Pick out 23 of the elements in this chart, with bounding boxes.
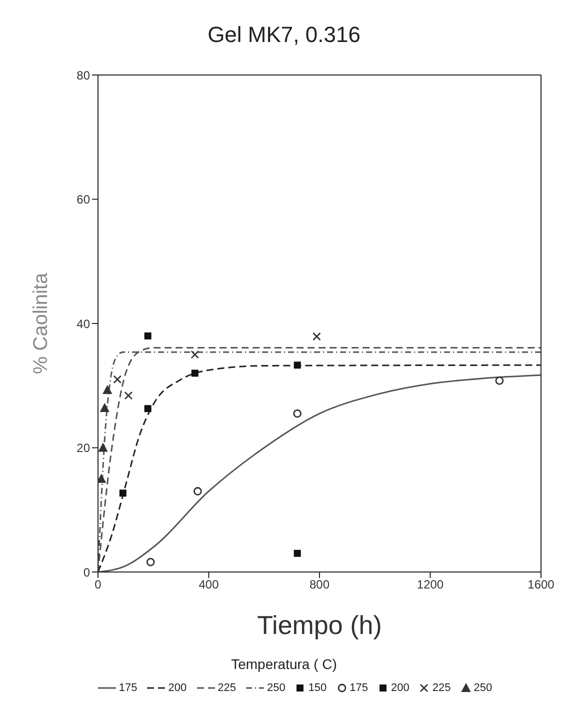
y-tick-label: 40	[76, 316, 90, 331]
y-tick-label: 80	[76, 68, 90, 82]
legend-title: Temperatura ( C)	[230, 656, 338, 672]
x-tick-label: 0	[94, 578, 102, 592]
legend-label: 225	[218, 682, 236, 694]
x-tick-label: 1200	[416, 578, 444, 592]
legend-label: 200	[168, 682, 187, 694]
x-tick-label: 1600	[528, 578, 555, 592]
legend-label: 175	[118, 682, 138, 694]
x-tick-label: 400	[198, 578, 220, 592]
y-tick-label: 60	[76, 192, 90, 207]
x-axis-title: Tiempo (h)	[257, 610, 382, 640]
y-tick-label: 20	[76, 441, 90, 456]
legend-label: 225	[432, 682, 451, 694]
legend-label: 250	[474, 682, 492, 694]
legend-label: 250	[266, 682, 286, 694]
legend-label: 150	[308, 682, 327, 694]
legend-label: 175	[350, 682, 368, 694]
chart-title: Gel MK7, 0.316	[206, 21, 362, 49]
legend-label: 200	[391, 682, 410, 694]
y-axis-title: % Caolinita	[30, 272, 52, 374]
x-tick-label: 800	[309, 578, 330, 592]
y-tick-label: 0	[83, 565, 90, 580]
